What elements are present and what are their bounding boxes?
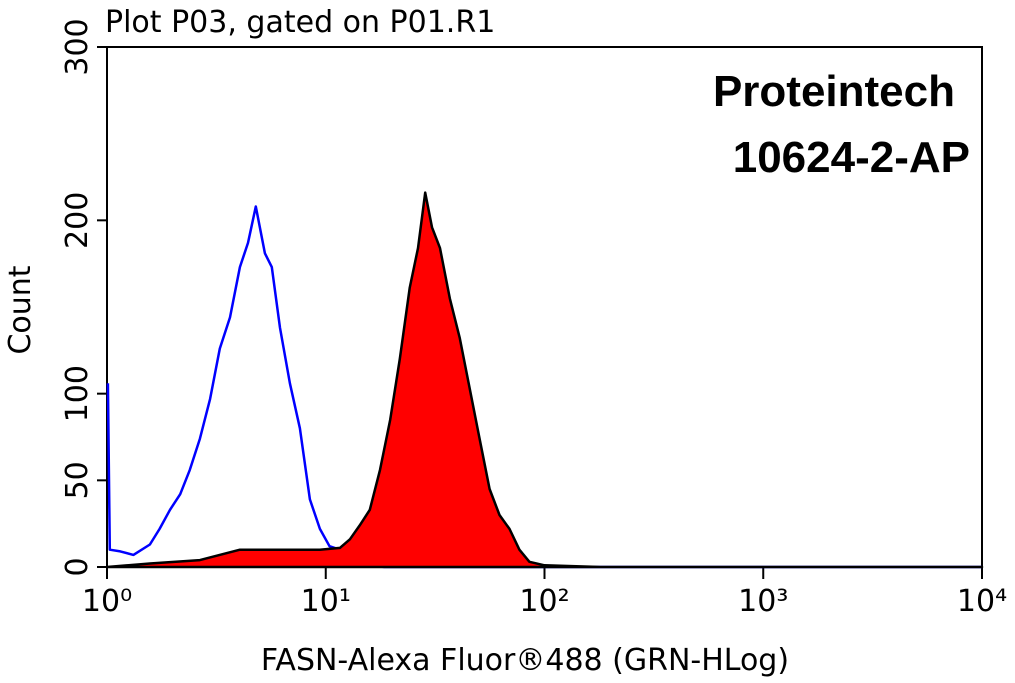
histogram-area bbox=[105, 191, 984, 569]
plot-frame bbox=[106, 46, 983, 568]
y-tick-label: 50 bbox=[60, 461, 95, 499]
x-tick-label: 10¹ bbox=[301, 584, 351, 619]
y-tick-label: 100 bbox=[60, 365, 95, 422]
x-tick-label: 10² bbox=[519, 584, 569, 619]
annotation: 10624-2-AP bbox=[733, 133, 970, 182]
histogram-line bbox=[106, 205, 982, 569]
x-tick-label: 10⁴ bbox=[957, 584, 1007, 619]
y-tick-label: 0 bbox=[60, 557, 95, 576]
chart-title: Plot P03, gated on P01.R1 bbox=[105, 5, 495, 40]
y-tick-label: 200 bbox=[60, 192, 95, 249]
x-axis-label: FASN-Alexa Fluor®488 (GRN-HLog) bbox=[261, 643, 789, 678]
y-axis-label: Count bbox=[3, 265, 38, 354]
x-tick-label: 10³ bbox=[738, 584, 788, 619]
y-tick-label: 300 bbox=[60, 18, 95, 75]
annotation: Proteintech bbox=[713, 67, 955, 116]
x-tick-label: 10⁰ bbox=[82, 584, 132, 619]
